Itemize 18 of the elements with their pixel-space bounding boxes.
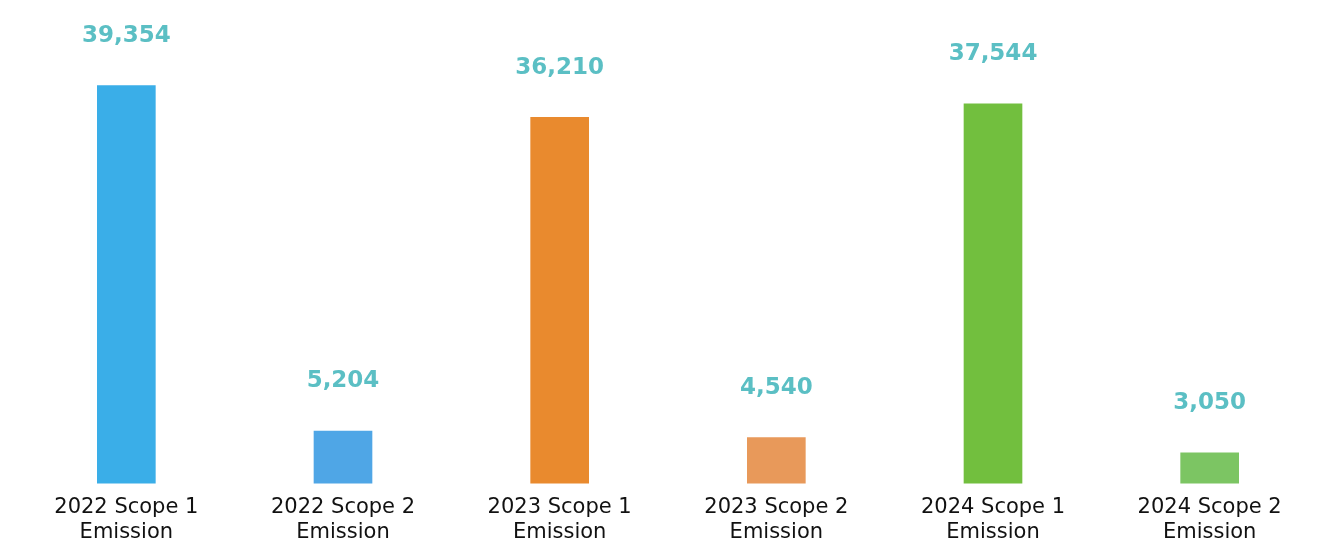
- x-tick-label: 2024 Scope 1 Emission: [920, 493, 1066, 543]
- bar: [97, 85, 156, 484]
- data-label: 4,540: [739, 373, 813, 400]
- x-tick-label: 2022 Scope 1 Emission: [54, 493, 199, 543]
- bar: [313, 430, 373, 484]
- data-label: 37,544: [948, 39, 1038, 66]
- bar: [530, 117, 589, 484]
- data-label: 3,050: [1173, 388, 1247, 415]
- x-tick-label: 2022 Scope 2 Emission: [270, 493, 416, 543]
- bar: [747, 437, 806, 484]
- data-label: 36,210: [515, 52, 605, 79]
- bar: [963, 103, 1023, 484]
- bar: [1180, 452, 1239, 484]
- data-label: 39,354: [81, 21, 171, 48]
- x-tick-label: 2024 Scope 2 Emission: [1137, 493, 1282, 543]
- x-tick-label: 2023 Scope 1 Emission: [487, 493, 632, 543]
- x-tick-label: 2023 Scope 2 Emission: [704, 493, 849, 543]
- data-label: 5,204: [306, 366, 380, 393]
